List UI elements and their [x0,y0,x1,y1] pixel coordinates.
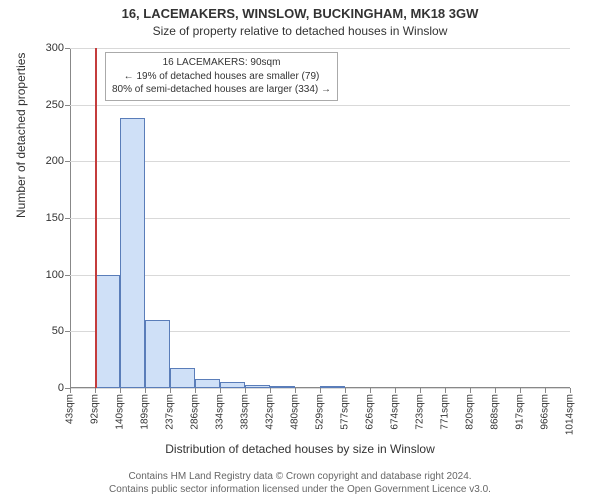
footer-line-2: Contains public sector information licen… [0,483,600,496]
xtick-mark [545,388,546,393]
xtick-mark [70,388,71,393]
xtick-label: 966sqm [540,394,551,430]
xtick-label: 771sqm [440,394,451,430]
ytick-label: 0 [58,382,64,394]
gridline [70,275,570,276]
xtick-label: 1014sqm [565,394,576,435]
xtick-label: 917sqm [515,394,526,430]
xtick-mark [445,388,446,393]
x-axis-label: Distribution of detached houses by size … [0,442,600,456]
xtick-label: 577sqm [340,394,351,430]
bar [195,379,220,388]
xtick-label: 868sqm [490,394,501,430]
ytick-mark [65,218,70,219]
reference-line [95,48,97,388]
xtick-mark [295,388,296,393]
xtick-label: 820sqm [465,394,476,430]
footer-attribution: Contains HM Land Registry data © Crown c… [0,470,600,496]
bar [320,386,345,388]
ytick-mark [65,331,70,332]
ytick-label: 100 [46,269,64,281]
xtick-label: 43sqm [65,394,76,424]
gridline [70,48,570,49]
xtick-label: 432sqm [265,394,276,430]
ytick-mark [65,105,70,106]
callout-line-3: 80% of semi-detached houses are larger (… [112,83,331,97]
xtick-label: 723sqm [415,394,426,430]
gridline [70,218,570,219]
xtick-mark [495,388,496,393]
xtick-label: 626sqm [365,394,376,430]
xtick-mark [145,388,146,393]
bar [220,382,245,388]
xtick-mark [395,388,396,393]
xtick-mark [170,388,171,393]
xtick-mark [345,388,346,393]
xtick-mark [320,388,321,393]
xtick-label: 383sqm [240,394,251,430]
xtick-label: 140sqm [115,394,126,430]
ytick-label: 300 [46,42,64,54]
ytick-mark [65,275,70,276]
xtick-mark [420,388,421,393]
gridline [70,161,570,162]
xtick-label: 674sqm [390,394,401,430]
callout-box: 16 LACEMAKERS: 90sqm← 19% of detached ho… [105,52,338,101]
ytick-label: 150 [46,212,64,224]
ytick-mark [65,161,70,162]
xtick-mark [520,388,521,393]
xtick-mark [570,388,571,393]
bar [245,385,270,388]
xtick-label: 189sqm [140,394,151,430]
chart-title-desc: Size of property relative to detached ho… [0,24,600,38]
ytick-label: 200 [46,155,64,167]
plot-area: 05010015020025030043sqm92sqm140sqm189sqm… [70,48,570,388]
xtick-label: 237sqm [165,394,176,430]
chart-container: 16, LACEMAKERS, WINSLOW, BUCKINGHAM, MK1… [0,0,600,500]
xtick-mark [370,388,371,393]
xtick-mark [120,388,121,393]
bar [95,275,120,388]
bar [270,386,295,388]
xtick-label: 334sqm [215,394,226,430]
xtick-mark [220,388,221,393]
xtick-label: 529sqm [315,394,326,430]
xtick-mark [470,388,471,393]
xtick-label: 92sqm [90,394,101,424]
footer-line-1: Contains HM Land Registry data © Crown c… [0,470,600,483]
xtick-mark [245,388,246,393]
xtick-mark [270,388,271,393]
callout-line-1: 16 LACEMAKERS: 90sqm [112,56,331,70]
y-axis-label: Number of detached properties [14,53,28,218]
callout-line-2: ← 19% of detached houses are smaller (79… [112,70,331,84]
bar [170,368,195,388]
gridline [70,105,570,106]
xtick-label: 286sqm [190,394,201,430]
chart-title-address: 16, LACEMAKERS, WINSLOW, BUCKINGHAM, MK1… [0,6,600,21]
bar [145,320,170,388]
bar [120,118,145,388]
ytick-label: 50 [52,325,64,337]
xtick-mark [195,388,196,393]
ytick-mark [65,48,70,49]
xtick-mark [95,388,96,393]
ytick-label: 250 [46,99,64,111]
xtick-label: 480sqm [290,394,301,430]
